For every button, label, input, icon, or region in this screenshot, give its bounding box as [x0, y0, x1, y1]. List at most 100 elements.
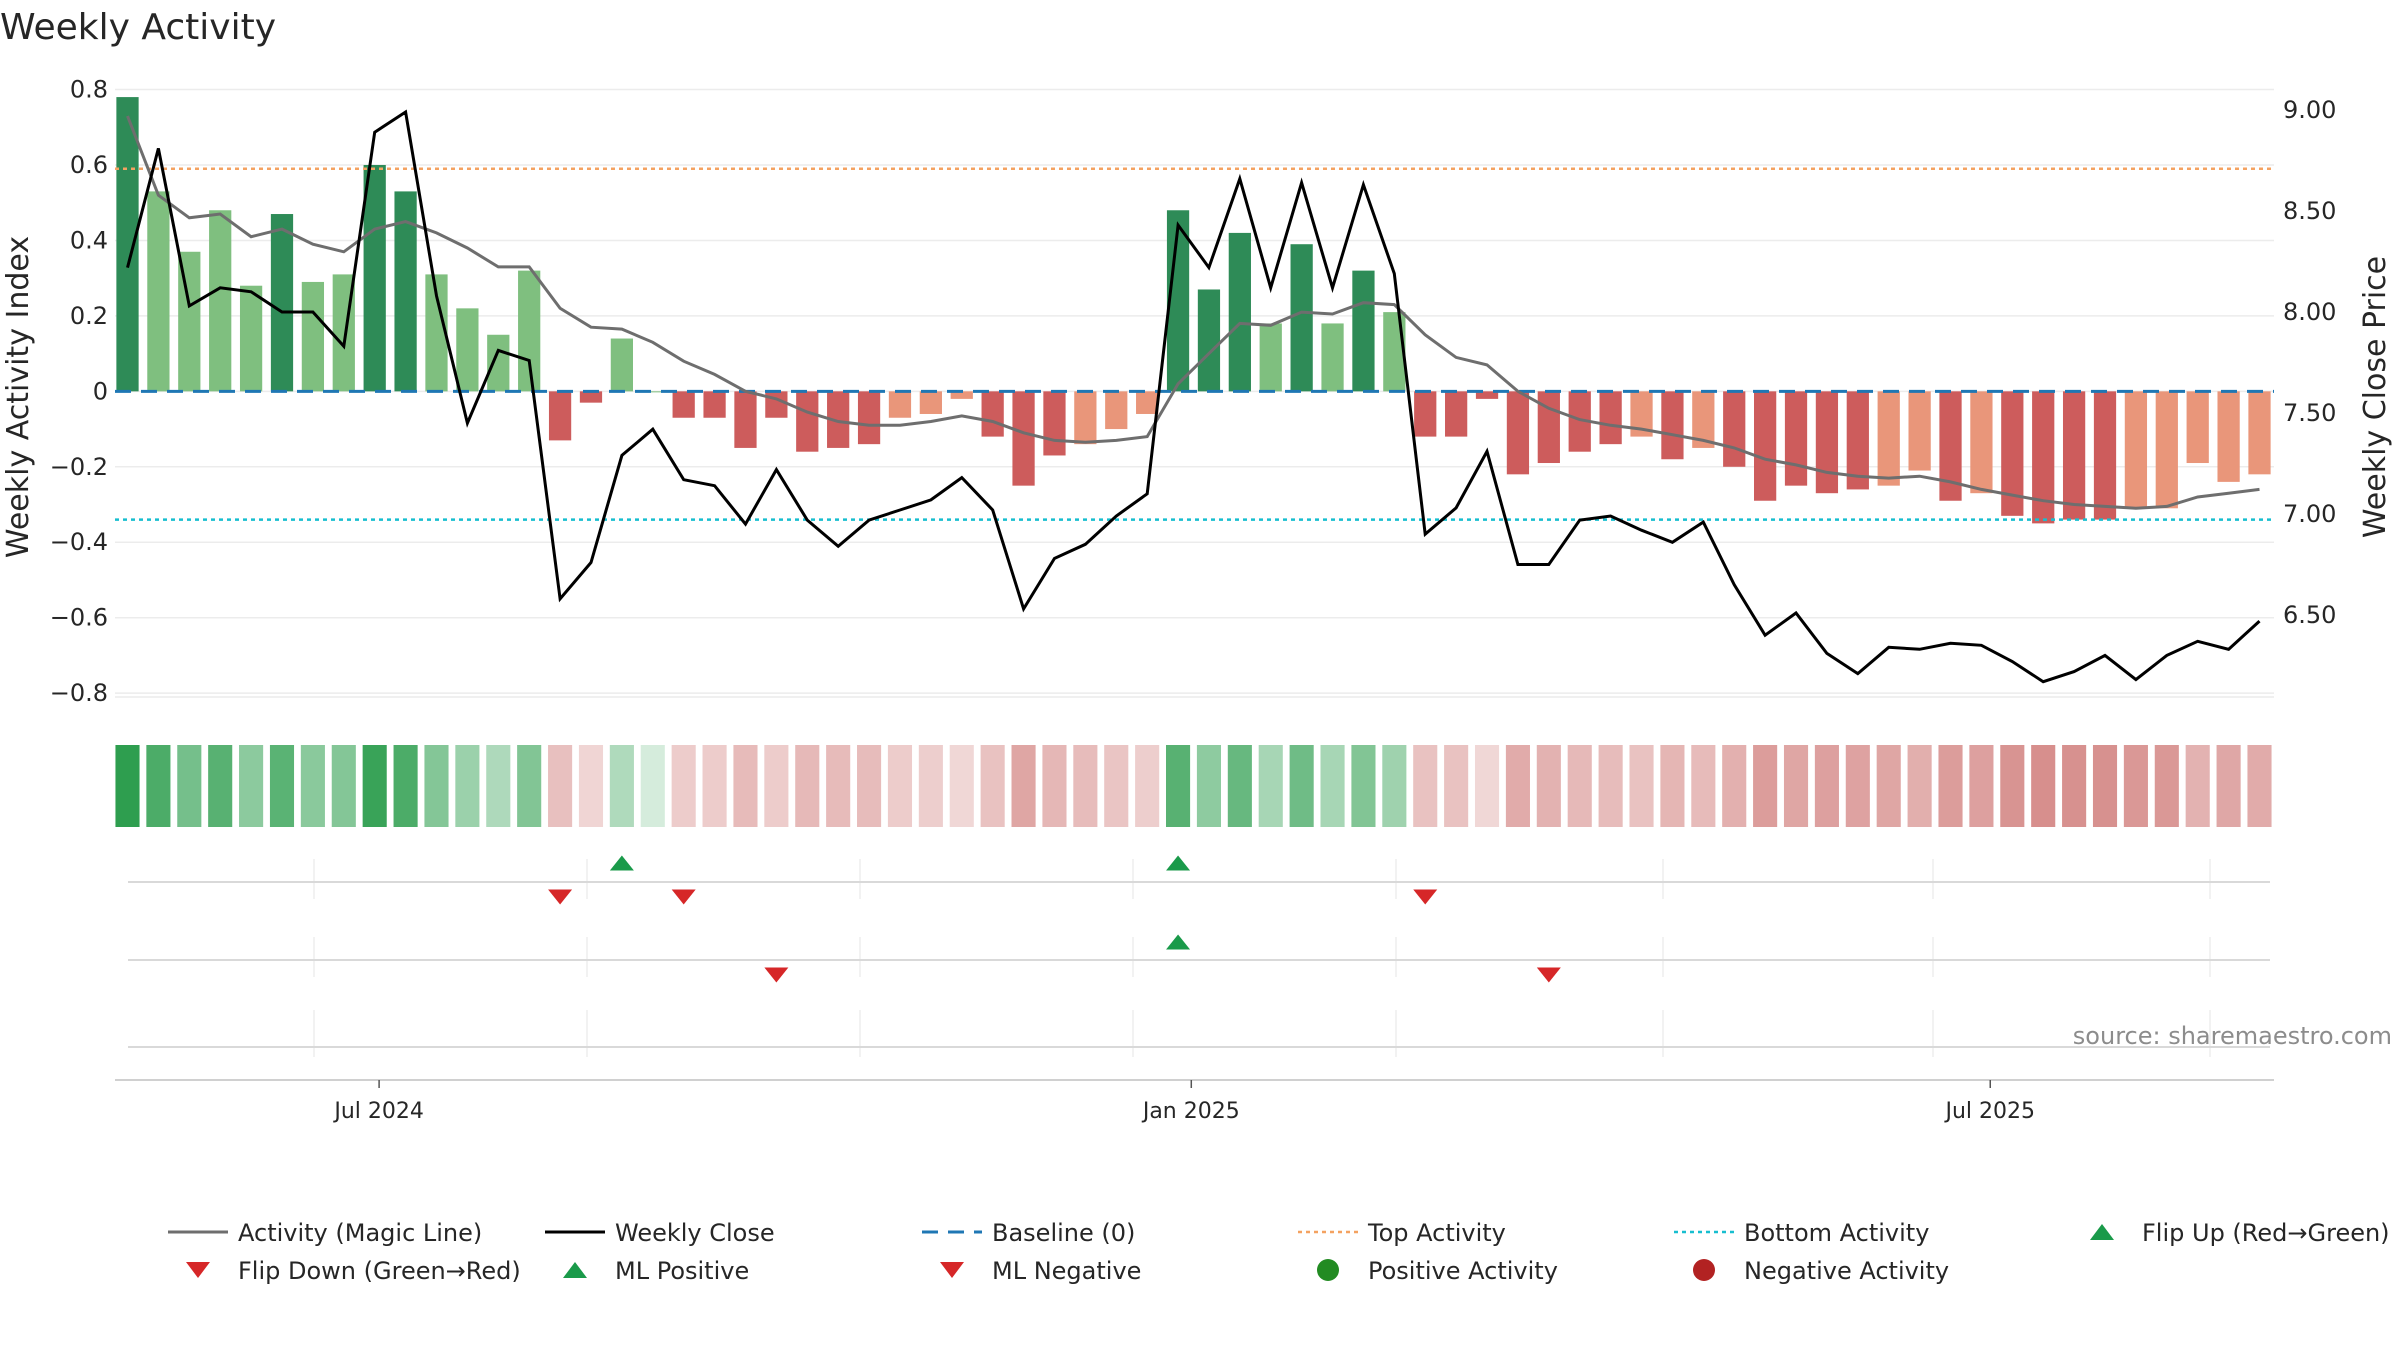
- y-tick-label: 0.8: [70, 76, 108, 104]
- activity-bar: [1599, 391, 1622, 445]
- heat-cell: [1598, 745, 1623, 827]
- activity-bar: [1506, 391, 1530, 475]
- y2-tick-label: 9.00: [2283, 96, 2336, 124]
- heat-cell: [208, 745, 233, 827]
- ml-negative-marker: [1536, 967, 1561, 983]
- legend-label: Bottom Activity: [1744, 1219, 1929, 1247]
- y2-tick-label: 8.00: [2283, 298, 2336, 326]
- legend-swatch: [563, 1262, 587, 1278]
- heat-cell: [300, 745, 325, 827]
- heat-cell: [1474, 745, 1500, 827]
- heat-cell: [2062, 745, 2087, 827]
- activity-bar: [1568, 391, 1591, 452]
- heat-cell: [1104, 745, 1129, 827]
- activity-bar: [394, 191, 417, 392]
- heat-cell: [2123, 745, 2148, 827]
- heat-cell: [1135, 745, 1160, 827]
- heat-cell: [2031, 745, 2056, 827]
- activity-bar: [1908, 391, 1931, 471]
- legend-label: Top Activity: [1367, 1219, 1506, 1247]
- heat-cell: [1196, 745, 1221, 827]
- heat-cell: [1691, 745, 1716, 827]
- y2-axis-label: Weekly Close Price: [2358, 256, 2393, 538]
- heat-cell: [1938, 745, 1963, 827]
- heat-cell: [795, 745, 820, 827]
- y-tick-label: −0.8: [50, 679, 108, 707]
- heat-cell: [887, 745, 913, 827]
- heat-cell: [362, 745, 387, 827]
- heat-cell: [517, 745, 542, 827]
- activity-bar: [1290, 244, 1313, 392]
- heat-cell: [1382, 745, 1407, 827]
- legend-label: Flip Up (Red→Green): [2142, 1219, 2390, 1247]
- heat-cell: [2185, 745, 2210, 827]
- activity-bar: [2093, 391, 2117, 520]
- heat-cell: [1258, 745, 1283, 827]
- activity-bar: [1105, 391, 1128, 430]
- heat-cell: [949, 745, 974, 827]
- reference-lines: [115, 167, 2274, 521]
- y-tick-label: −0.2: [50, 453, 108, 481]
- activity-bar: [209, 210, 232, 392]
- activity-bar: [610, 338, 634, 392]
- activity-bar: [2217, 391, 2240, 482]
- activity-bar: [1228, 232, 1251, 392]
- heat-cell: [2092, 745, 2118, 827]
- activity-bar: [425, 274, 448, 392]
- heat-cell: [424, 745, 449, 827]
- chart-title: Weekly Activity: [0, 7, 276, 48]
- heat-cell: [1907, 745, 1932, 827]
- activity-bar: [1074, 391, 1097, 445]
- activity-bar: [579, 391, 603, 403]
- heat-cell: [1660, 745, 1685, 827]
- activity-bar: [363, 164, 386, 392]
- heat-cell: [733, 745, 758, 827]
- heat-cell: [1536, 745, 1561, 827]
- x-tick-label: Jul 2025: [1943, 1099, 2035, 1124]
- heat-cell: [1722, 745, 1747, 827]
- heat-cell: [1444, 745, 1469, 827]
- y2-tick-label: 7.00: [2283, 500, 2336, 528]
- flip-down-marker: [548, 889, 573, 905]
- legend-label: ML Negative: [992, 1257, 1141, 1285]
- activity-bar: [796, 391, 819, 452]
- y-tick-label: 0: [93, 377, 108, 405]
- activity-bar: [548, 391, 572, 441]
- heat-cell: [764, 745, 789, 827]
- heat-cell: [1073, 745, 1098, 827]
- heat-cell: [1753, 745, 1778, 827]
- legend-swatch: [2090, 1224, 2114, 1240]
- flip-up-marker: [609, 855, 634, 871]
- heat-cell: [1783, 745, 1809, 827]
- activity-bar: [1136, 391, 1159, 414]
- activity-bar: [1166, 210, 1190, 392]
- activity-bar: [1475, 391, 1499, 399]
- heat-cell: [2216, 745, 2241, 827]
- magic-line: [126, 115, 2260, 510]
- activity-bar: [1445, 391, 1468, 437]
- heat-cell: [331, 745, 356, 827]
- heat-cell: [1351, 745, 1376, 827]
- heat-cell: [1320, 745, 1345, 827]
- activity-bar: [2124, 391, 2148, 509]
- flip-down-marker: [1413, 889, 1438, 905]
- x-tick-label: Jul 2024: [332, 1099, 424, 1124]
- heat-cell: [1845, 745, 1870, 827]
- heat-cell: [146, 745, 171, 827]
- legend-label: Negative Activity: [1744, 1257, 1949, 1285]
- activity-bar: [919, 391, 942, 414]
- activity-bar: [1970, 391, 1993, 494]
- activity-bar: [2155, 391, 2178, 509]
- heat-cell: [269, 745, 295, 827]
- activity-bar: [1414, 391, 1437, 437]
- activity-bar: [1815, 391, 1839, 494]
- heat-cell: [2247, 745, 2272, 827]
- y-tick-label: −0.6: [50, 604, 108, 632]
- activity-bar: [1753, 391, 1777, 501]
- heat-cell: [702, 745, 727, 827]
- heat-cell: [1814, 745, 1839, 827]
- legend-label: Baseline (0): [992, 1219, 1135, 1247]
- activity-bar: [1537, 391, 1560, 464]
- activity-bar: [950, 391, 973, 399]
